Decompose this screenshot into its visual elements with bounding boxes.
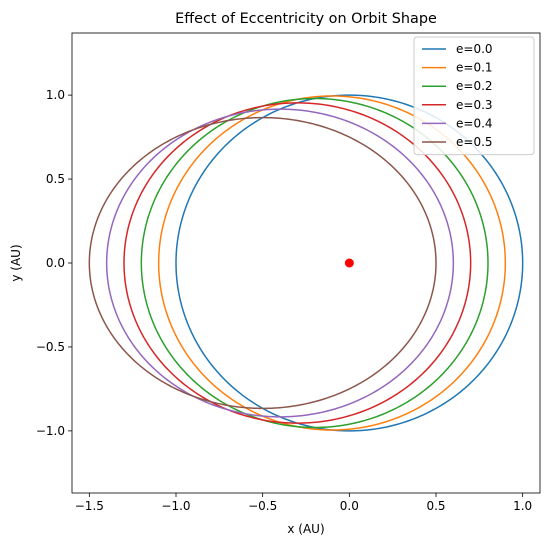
legend-label: e=0.0 xyxy=(456,42,493,56)
orbit-line-series-4 xyxy=(105,108,455,418)
legend-box xyxy=(413,36,535,156)
legend-label: e=0.2 xyxy=(456,79,493,93)
central-body-point xyxy=(344,258,354,268)
x-tick-label: −0.5 xyxy=(248,499,277,513)
legend-label: e=0.3 xyxy=(456,98,493,112)
orbit-line-series-2 xyxy=(140,97,489,429)
x-tick-label: −1.0 xyxy=(161,499,190,513)
x-tick-label: 0.0 xyxy=(340,499,359,513)
orbit-line-series-5 xyxy=(88,116,437,410)
y-tick-label: 1.0 xyxy=(46,88,65,102)
legend-label: e=0.4 xyxy=(456,116,493,130)
x-tick-label: 1.0 xyxy=(513,499,532,513)
y-tick-label: 0.0 xyxy=(46,256,65,270)
orbit-line-series-3 xyxy=(123,102,472,424)
x-tick-label: −1.5 xyxy=(75,499,104,513)
x-axis-label: x (AU) xyxy=(287,522,324,536)
chart-title: Effect of Eccentricity on Orbit Shape xyxy=(175,11,437,27)
legend-label: e=0.5 xyxy=(456,135,493,149)
y-axis-label: y (AU) xyxy=(9,244,23,281)
axes: −1.5 −1.0 −0.5 0.0 0.5 1.0 −1.0 −0.5 0.0 0.5 1.0 xyxy=(36,32,541,513)
x-tick-label: 0.5 xyxy=(426,499,445,513)
legend-label: e=0.1 xyxy=(456,61,493,75)
y-tick-label: 0.5 xyxy=(46,172,65,186)
legend: e=0.0 e=0.1 e=0.2 e=0.3 e=0.4 e=0.5 xyxy=(413,36,535,156)
y-tick-label: −0.5 xyxy=(36,340,65,354)
y-tick-label: −1.0 xyxy=(36,424,65,438)
